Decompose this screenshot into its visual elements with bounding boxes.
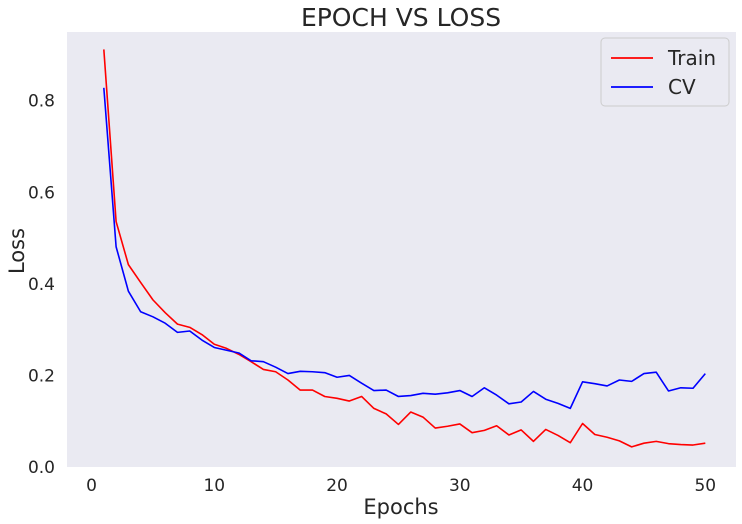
chart-title: EPOCH VS LOSS: [301, 3, 501, 32]
legend: Train CV: [600, 37, 730, 107]
legend-label-train: Train: [667, 46, 716, 70]
x-tick-label: 10: [203, 476, 225, 496]
y-tick-labels: 0.0 0.2 0.4 0.6 0.8: [28, 92, 55, 478]
legend-label-cv: CV: [668, 75, 696, 99]
series-line-train: [103, 49, 706, 448]
y-tick-label: 0.0: [28, 458, 55, 478]
y-axis-label: Loss: [5, 228, 29, 274]
legend-box: [600, 37, 730, 107]
x-tick-label: 50: [694, 476, 716, 496]
x-tick-labels: 0 10 20 30 40 50: [86, 476, 716, 496]
x-axis-label: Epochs: [363, 495, 438, 519]
x-tick-label: 0: [86, 476, 97, 496]
x-tick-label: 20: [326, 476, 348, 496]
y-tick-label: 0.4: [28, 275, 55, 295]
y-tick-label: 0.6: [28, 183, 55, 203]
series-lines: [103, 49, 706, 448]
x-tick-label: 30: [449, 476, 471, 496]
series-line-cv: [103, 87, 706, 410]
y-tick-label: 0.8: [28, 92, 55, 112]
x-tick-label: 40: [572, 476, 594, 496]
y-tick-label: 0.2: [28, 366, 55, 386]
